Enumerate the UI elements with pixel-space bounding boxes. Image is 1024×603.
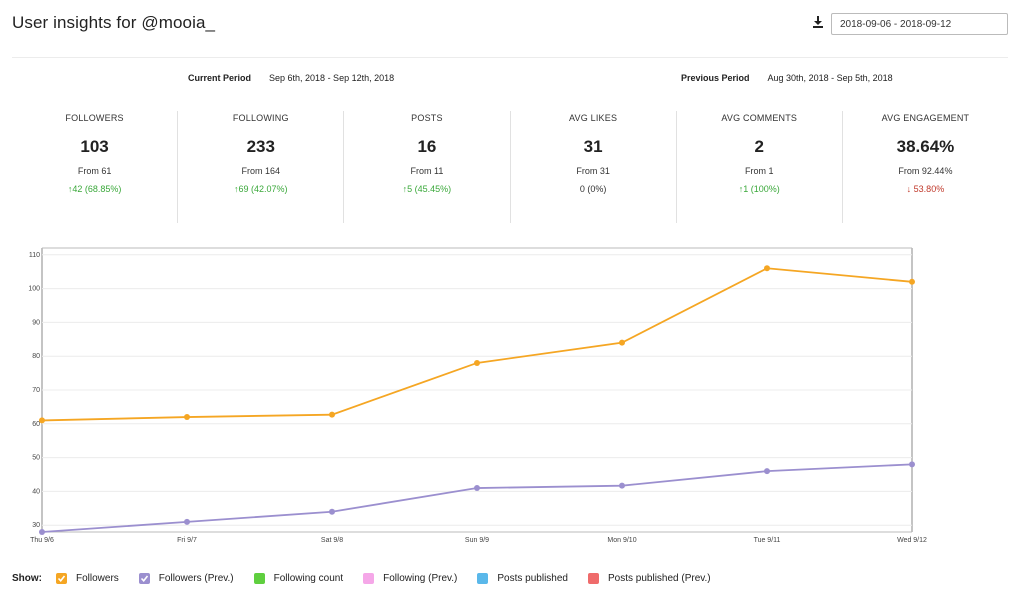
y-tick-label: 80: [32, 353, 40, 360]
stat-change: ↑42 (68.85%): [67, 184, 122, 194]
legend-item-posts-published-prev[interactable]: Posts published (Prev.): [588, 572, 711, 584]
stat-value: 103: [80, 137, 109, 156]
x-tick-label: Tue 9/11: [754, 537, 781, 544]
data-point: [184, 518, 190, 525]
checkbox[interactable]: [477, 572, 489, 584]
stat-value: 233: [246, 137, 275, 156]
data-point: [764, 265, 770, 272]
stat-from: From 92.44%: [898, 166, 953, 176]
chart-legend: Show: Followers Followers (Prev.) Follow…: [12, 570, 731, 586]
stat-from: From 11: [410, 166, 444, 176]
checkbox[interactable]: [253, 572, 265, 584]
y-tick-label: 100: [28, 286, 40, 293]
stat-value: 16: [417, 137, 437, 156]
current-period-value: Sep 6th, 2018 - Sep 12th, 2018: [269, 73, 395, 83]
y-tick-label: 40: [32, 488, 40, 495]
data-point: [474, 359, 480, 366]
stat-following: FOLLOWING 233 From 164 ↑69 (42.07%): [178, 111, 345, 223]
stat-value: 2: [754, 137, 764, 156]
stat-followers: FOLLOWERS 103 From 61 ↑42 (68.85%): [12, 111, 179, 223]
page-header: User insights for @mooia_: [0, 0, 1024, 48]
current-period: Current Period Sep 6th, 2018 - Sep 12th, …: [188, 73, 394, 83]
x-tick-label: Thu 9/6: [30, 537, 54, 544]
followers-line-chart: 30 40 50 60 70 80 90 100 110 Thu 9/6 Fri 9/7 Sat 9/…: [28, 247, 927, 544]
data-point: [184, 414, 190, 421]
data-point: [39, 529, 45, 535]
stat-value: 31: [583, 137, 603, 156]
stat-label: AVG LIKES: [569, 113, 618, 123]
stat-posts: POSTS 16 From 11 ↑5 (45.45%): [344, 111, 511, 223]
data-point: [474, 485, 480, 492]
data-point: [619, 339, 625, 346]
data-point: [909, 461, 915, 468]
stat-avg-likes: AVG LIKES 31 From 31 0 (0%): [511, 111, 677, 223]
stat-change: ↑5 (45.45%): [402, 184, 452, 194]
stat-from: From 164: [241, 166, 281, 176]
data-point: [329, 508, 335, 515]
stat-avg-comments: AVG COMMENTS 2 From 1 ↑1 (100%): [677, 111, 843, 223]
legend-item-label: Posts published: [497, 572, 568, 584]
stat-change: ↑1 (100%): [738, 184, 780, 194]
legend-show-label: Show:: [12, 572, 42, 584]
stat-avg-engagement: AVG ENGAGEMENT 38.64% From 92.44% ↓ 53.8…: [843, 111, 1008, 223]
data-point: [909, 278, 915, 285]
legend-item-label: Posts published (Prev.): [608, 572, 711, 584]
x-tick-label: Wed 9/12: [897, 537, 927, 544]
stat-label: AVG COMMENTS: [721, 113, 798, 123]
x-tick-label: Mon 9/10: [607, 537, 636, 544]
stat-from: From 61: [77, 166, 112, 176]
stat-from: From 31: [576, 166, 610, 176]
previous-period-label: Previous Period: [681, 73, 750, 83]
y-tick-label: 60: [32, 421, 40, 428]
date-range-input[interactable]: [831, 13, 1008, 35]
legend-item-posts-published[interactable]: Posts published: [477, 572, 568, 584]
current-period-label: Current Period: [188, 73, 252, 83]
series-line: [41, 267, 913, 422]
stat-from: From 1: [745, 166, 774, 176]
divider: [12, 57, 1008, 58]
x-tick-label: Fri 9/7: [177, 537, 197, 544]
legend-item-label: Followers: [76, 572, 119, 584]
stat-change: 0 (0%): [579, 184, 607, 194]
page-title: User insights for @mooia_: [12, 13, 216, 32]
legend-item-label: Following (Prev.): [383, 572, 458, 584]
data-point: [39, 417, 45, 424]
data-point: [329, 411, 335, 418]
y-tick-label: 70: [32, 387, 40, 394]
y-tick-label: 90: [32, 319, 40, 326]
legend-item-followers[interactable]: Followers: [56, 572, 119, 584]
legend-item-label: Followers (Prev.): [158, 572, 234, 584]
previous-period-value: Aug 30th, 2018 - Sep 5th, 2018: [767, 73, 893, 83]
stats-row: FOLLOWERS 103 From 61 ↑42 (68.85%) FOLLO…: [12, 111, 1008, 223]
stat-label: FOLLOWERS: [65, 113, 124, 123]
legend-item-label: Following count: [273, 572, 344, 584]
checkbox[interactable]: [138, 572, 150, 584]
stat-label: AVG ENGAGEMENT: [881, 113, 970, 123]
download-icon[interactable]: [812, 15, 824, 29]
previous-period: Previous Period Aug 30th, 2018 - Sep 5th,…: [681, 73, 893, 83]
legend-item-following-count[interactable]: Following count: [253, 572, 344, 584]
y-tick-label: 50: [32, 455, 40, 462]
y-tick-label: 30: [32, 522, 40, 529]
series-line: [41, 463, 913, 533]
checkbox[interactable]: [56, 572, 67, 584]
legend-item-following-prev[interactable]: Following (Prev.): [363, 572, 458, 584]
stat-change: ↓ 53.80%: [906, 184, 945, 194]
stat-value: 38.64%: [896, 137, 955, 156]
y-tick-label: 110: [29, 252, 40, 259]
x-tick-label: Sun 9/9: [465, 537, 489, 544]
checkbox[interactable]: [363, 572, 375, 584]
data-point: [619, 482, 625, 489]
checkbox[interactable]: [588, 572, 599, 584]
stat-change: ↑69 (42.07%): [233, 184, 288, 194]
legend-item-followers-prev[interactable]: Followers (Prev.): [138, 572, 234, 584]
x-tick-label: Sat 9/8: [321, 537, 343, 544]
data-point: [764, 468, 770, 475]
stat-label: FOLLOWING: [232, 113, 289, 123]
stat-label: POSTS: [411, 113, 443, 123]
